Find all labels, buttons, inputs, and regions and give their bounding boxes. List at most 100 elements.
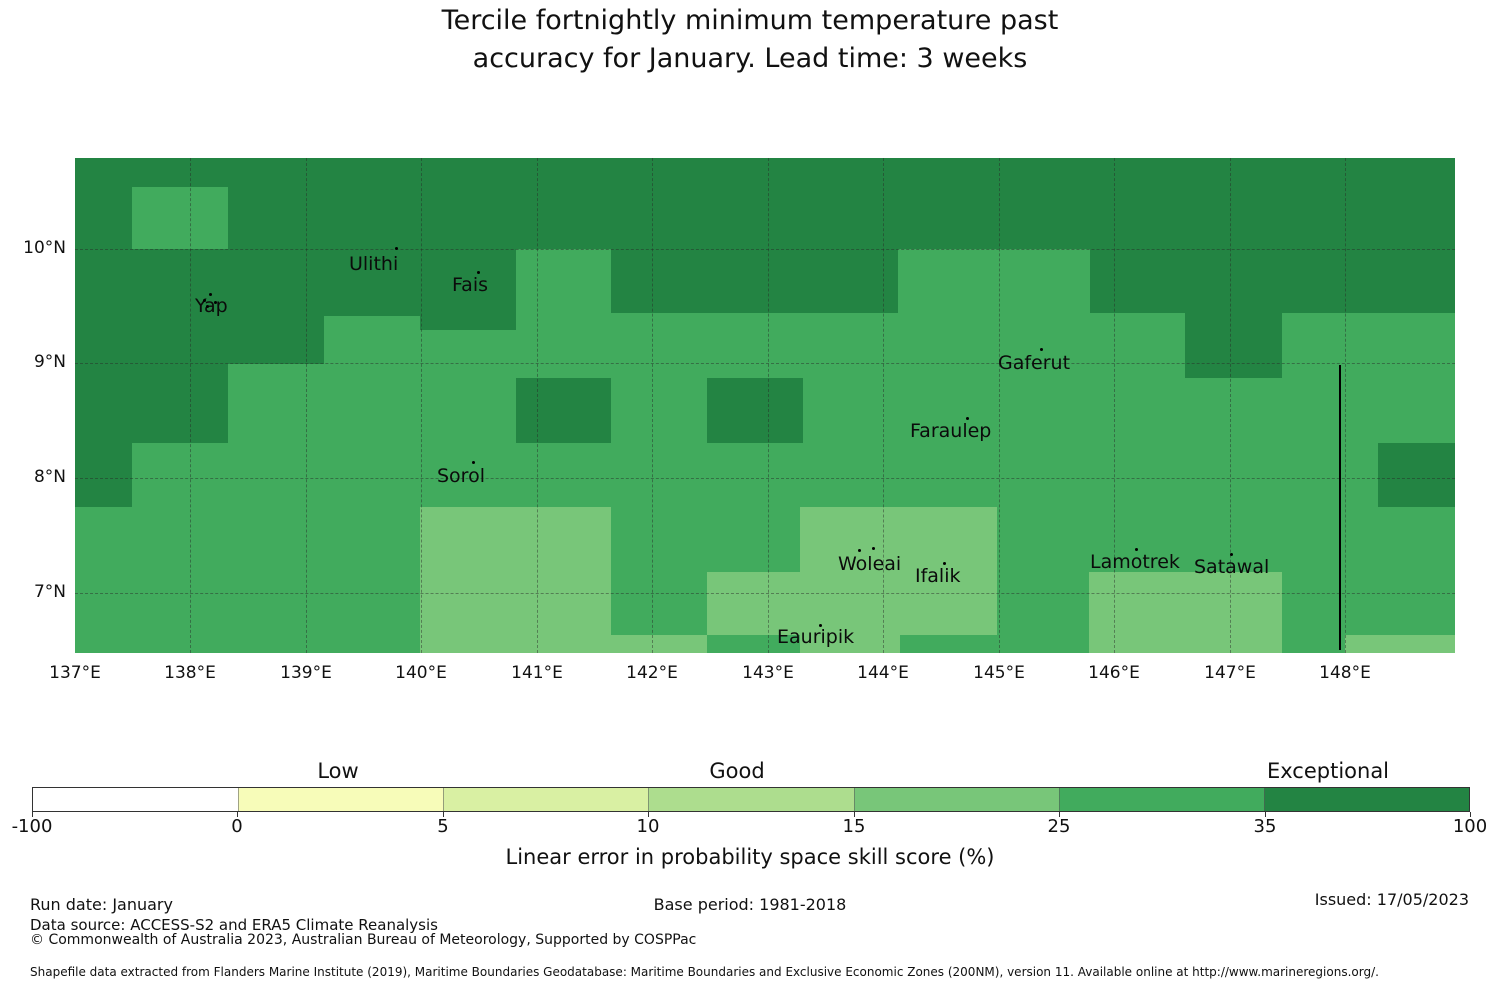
colorbar-tick-mark [1265,812,1266,817]
island-label-fais: Fais [452,274,489,296]
parallel-gridline [75,249,1455,250]
colorbar-tick-label: 5 [437,816,449,837]
x-tick-label: 145°E [973,663,1025,683]
map-cell-15-25 [1345,635,1455,653]
x-tick-label: 146°E [1088,663,1140,683]
chart-title-line1: Tercile fortnightly minimum temperature … [441,5,1059,36]
colorbar-tick-mark [1059,812,1060,817]
island-marker-dot [872,547,875,550]
issued-date-text: Issued: 17/05/2023 [1314,890,1469,909]
y-tick-label: 8°N [33,467,66,487]
x-tick-label: 138°E [164,663,216,683]
island-label-ifalik: Ifalik [915,565,961,587]
colorbar-segment-15-25 [853,788,1059,811]
island-label-lamotrek: Lamotrek [1090,551,1180,573]
island-label-ulithi: Ulithi [349,253,399,275]
colorbar-segment-25-35 [1058,788,1264,811]
colorbar-tick-mark [32,812,33,817]
meridian-gridline [883,158,884,653]
colorbar-segment-35-100 [1263,788,1469,811]
map-cell-15-25 [707,572,803,635]
island-label-eauripik: Eauripik [777,626,855,648]
map-cell-35-100 [1185,313,1282,378]
island-marker-dot [1135,548,1138,551]
island-marker-dot [1040,348,1043,351]
x-tick-label: 137°E [49,663,101,683]
chart-title-line2: accuracy for January. Lead time: 3 weeks [472,43,1028,74]
colorbar-category-good: Good [709,759,765,783]
colorbar-tick-label: 0 [231,816,243,837]
colorbar-tick-label: 100 [1452,816,1488,837]
island-marker-dot [395,247,398,250]
parallel-gridline [75,363,1455,364]
map-cell-35-100 [75,364,228,443]
x-tick-label: 148°E [1319,663,1371,683]
meridian-gridline [306,158,307,653]
colorbar [32,787,1470,812]
parallel-gridline [75,593,1455,594]
y-tick-label: 9°N [33,352,66,372]
island-marker-dot [477,271,480,274]
x-tick-label: 141°E [511,663,563,683]
map-cell-35-100 [611,249,898,313]
island-marker-dot [209,293,212,296]
island-label-faraulep: Faraulep [910,420,992,442]
meridian-gridline [1230,158,1231,653]
meridian-gridline [1345,158,1346,653]
colorbar-tick-mark [1470,812,1471,817]
map-cell-25-35 [132,187,228,249]
island-label-gaferut: Gaferut [998,352,1071,374]
map-cell-35-100 [75,158,1455,249]
map-cell-35-100 [707,378,803,443]
map-cell-15-25 [1089,572,1282,653]
map-cell-15-25 [800,635,900,653]
colorbar-category-low: Low [317,759,359,783]
map-cell-35-100 [1090,249,1455,313]
island-marker-dot [966,417,969,420]
colorbar-tick-label: 25 [1047,816,1071,837]
meridian-gridline [652,158,653,653]
island-marker-dot [819,624,822,627]
data-source-text: Data source: ACCESS-S2 and ERA5 Climate … [30,916,438,934]
island-label-yap: Yap [195,295,228,317]
base-period-text: Base period: 1981-2018 [653,895,847,914]
map-cell-35-100 [1378,443,1455,507]
map-cell-35-100 [516,378,611,443]
island-marker-dot [206,305,209,308]
island-label-woleai: Woleai [838,553,902,575]
x-tick-label: 140°E [395,663,447,683]
copyright-text: © Commonwealth of Australia 2023, Austra… [30,932,697,948]
colorbar-tick-label: 10 [636,816,660,837]
island-marker-dot [214,301,217,304]
meridian-gridline [1114,158,1115,653]
map-cell-35-100 [75,249,516,316]
maritime-boundary-line [1339,365,1341,650]
map-cell-35-100 [420,316,516,330]
colorbar-label: Linear error in probability space skill … [505,845,995,869]
meridian-gridline [999,158,1000,653]
parallel-gridline [75,478,1455,479]
colorbar-segment-10-15 [648,788,854,811]
y-tick-label: 7°N [33,582,66,602]
y-tick-label: 10°N [23,238,66,258]
island-label-sorol: Sorol [437,465,485,487]
island-marker-dot [943,562,946,565]
colorbar-tick-mark [854,812,855,817]
colorbar-category-exceptional: Exceptional [1266,759,1390,783]
x-tick-label: 142°E [626,663,678,683]
meridian-gridline [190,158,191,653]
meridian-gridline [537,158,538,653]
colorbar-tick-label: 35 [1253,816,1277,837]
meridian-gridline [421,158,422,653]
shapefile-attribution-text: Shapefile data extracted from Flanders M… [30,965,1379,979]
x-tick-label: 143°E [742,663,794,683]
x-tick-label: 144°E [857,663,909,683]
x-tick-label: 147°E [1204,663,1256,683]
map-plot: Yap Ulithi Fais Sorol Gaferut Faraulep Woleai I… [75,158,1455,653]
island-marker-dot [1230,553,1233,556]
colorbar-segment-5-10 [443,788,649,811]
map-cell-35-100 [75,316,324,364]
island-label-satawal: Satawal [1194,556,1270,578]
x-tick-label: 139°E [280,663,332,683]
